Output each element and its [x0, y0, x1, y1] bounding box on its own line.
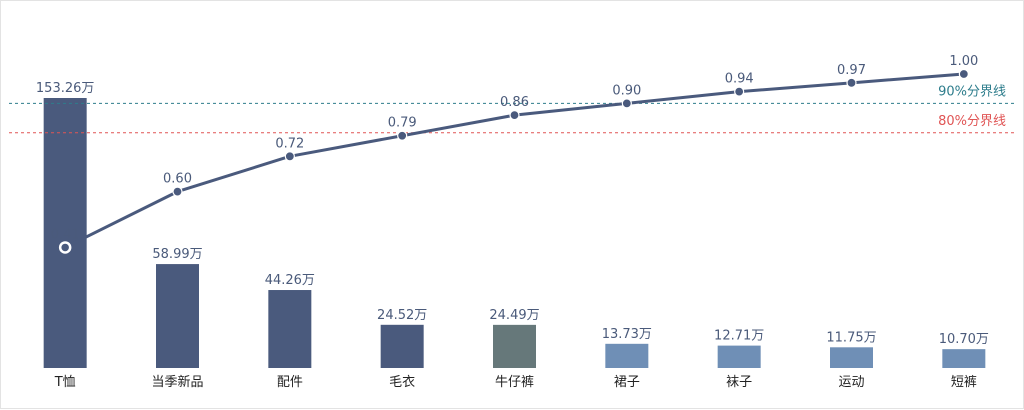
cumulative-value-label: 0.79 [388, 116, 417, 131]
cumulative-point-3 [397, 130, 408, 141]
bar-value-label: 13.73万 [602, 327, 652, 342]
category-label: 运动 [838, 375, 864, 390]
bar-7 [830, 347, 873, 368]
bar-value-label: 58.99万 [152, 247, 202, 262]
bar-value-label: 44.26万 [265, 273, 315, 288]
bar-8 [942, 349, 986, 368]
cumulative-point-2 [284, 151, 295, 162]
bar-3 [380, 324, 424, 368]
cumulative-value-label: 0.94 [725, 72, 754, 87]
cumulative-point-5 [621, 98, 632, 109]
bar-value-label: 24.49万 [489, 308, 539, 323]
cumulative-value-label: 0.41 [51, 227, 80, 242]
cumulative-point-1 [172, 186, 183, 197]
cumulative-point-4 [509, 110, 520, 121]
category-label: 配件 [277, 375, 303, 390]
cumulative-value-label: 0.86 [500, 95, 529, 110]
reference-line-label: 90%分界线 [938, 84, 1006, 99]
cumulative-value-label: 1.00 [949, 54, 978, 69]
category-label: 毛衣 [389, 374, 415, 390]
bar-value-label: 153.26万 [36, 81, 95, 96]
category-label: 短裤 [951, 375, 977, 390]
cumulative-value-label: 0.72 [275, 136, 304, 151]
bar-value-label: 12.71万 [714, 329, 764, 344]
category-label: 袜子 [726, 375, 752, 390]
cumulative-value-label: 0.90 [612, 83, 641, 98]
category-label: 当季新品 [151, 374, 203, 390]
cumulative-point-0 [58, 241, 72, 254]
bar-5 [605, 343, 649, 368]
cumulative-point-6 [734, 86, 745, 97]
bar-value-label: 24.52万 [377, 308, 427, 323]
category-label: 牛仔裤 [495, 375, 534, 390]
bar-1 [156, 264, 199, 368]
cumulative-value-label: 0.60 [163, 172, 192, 187]
bar-6 [717, 345, 761, 368]
reference-line-label: 80%分界线 [938, 114, 1006, 129]
cumulative-point-8 [958, 68, 969, 80]
category-label: 裙子 [614, 375, 640, 390]
bar-2 [268, 290, 312, 368]
bar-value-label: 10.70万 [939, 332, 989, 347]
cumulative-point-7 [846, 77, 857, 88]
bar-0 [43, 98, 87, 368]
bar-4 [493, 324, 536, 368]
cumulative-value-label: 0.97 [837, 63, 866, 78]
category-label: T恤 [54, 375, 76, 390]
bar-value-label: 11.75万 [826, 330, 876, 345]
